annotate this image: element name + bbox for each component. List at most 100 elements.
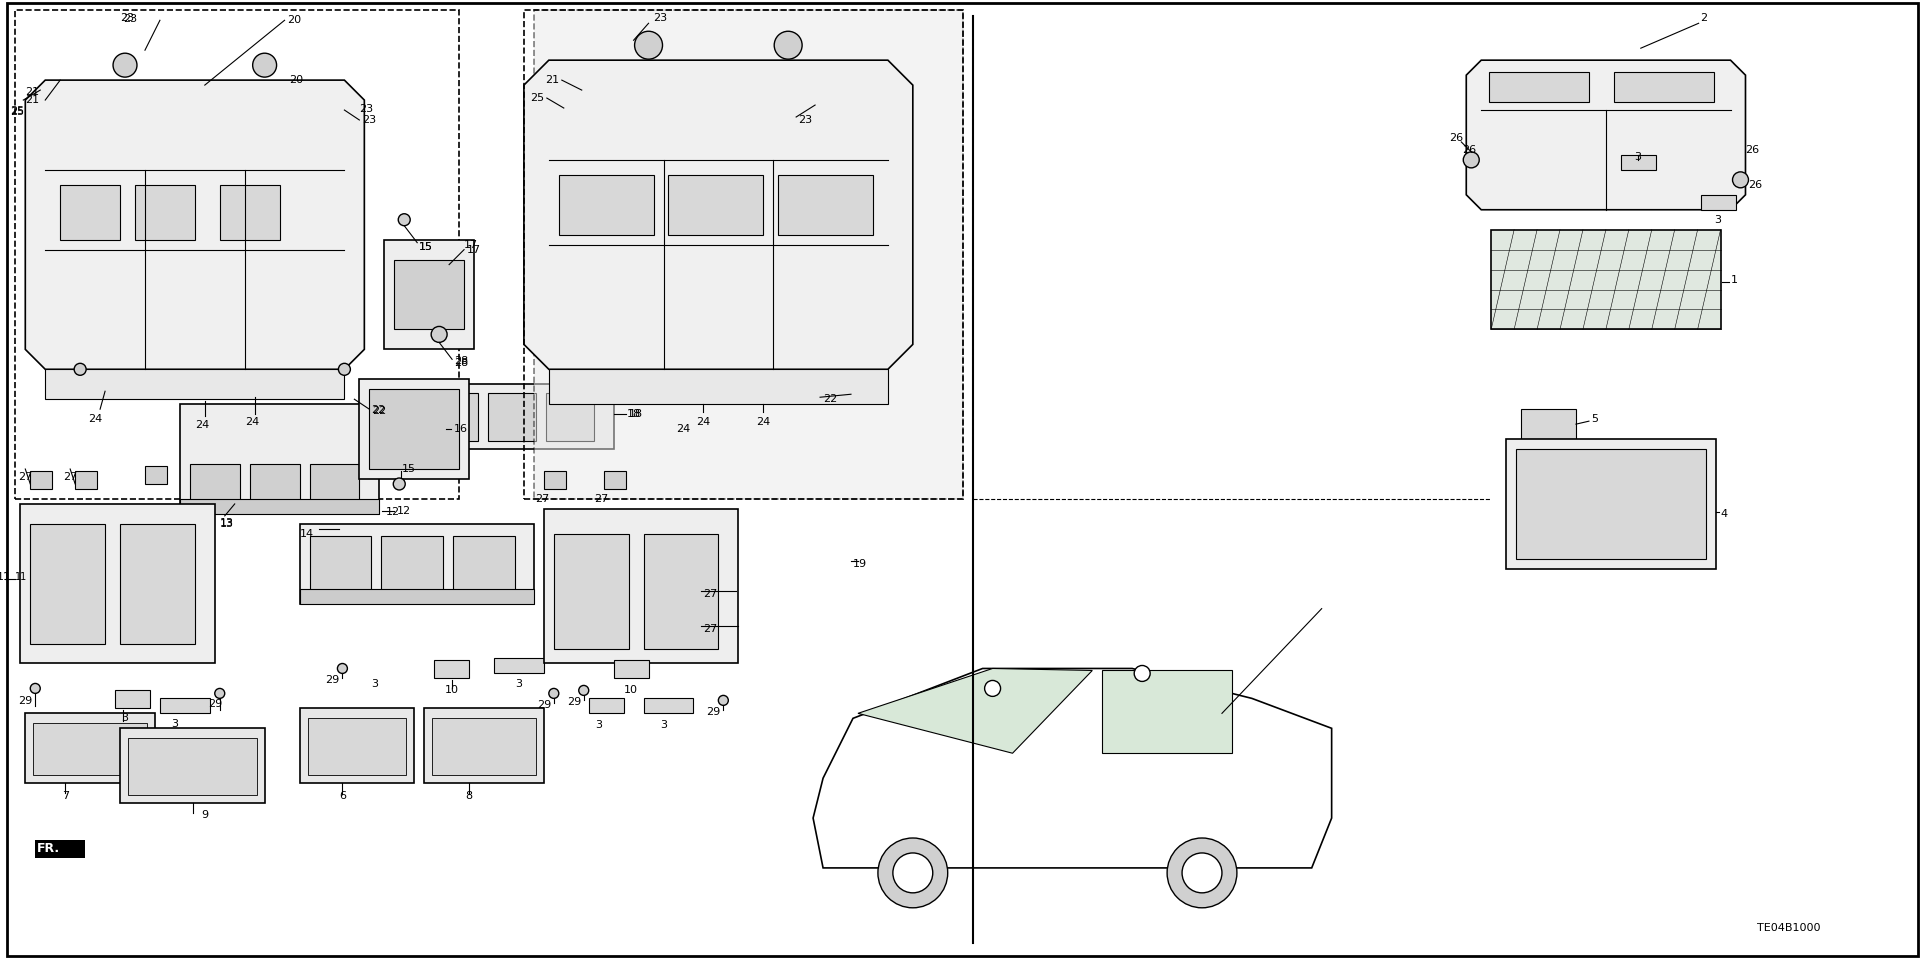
Bar <box>21 503 215 664</box>
Text: 27: 27 <box>63 472 77 482</box>
Bar <box>309 536 371 596</box>
Bar <box>33 723 148 775</box>
Text: 8: 8 <box>465 791 472 801</box>
Bar <box>300 589 534 603</box>
Bar <box>31 471 52 489</box>
Text: 24: 24 <box>756 417 770 427</box>
Text: 13: 13 <box>219 519 234 528</box>
Text: 25: 25 <box>10 107 25 117</box>
Bar <box>180 404 380 514</box>
Text: 24: 24 <box>697 417 710 427</box>
Bar <box>1492 230 1720 330</box>
Text: 23: 23 <box>653 13 668 23</box>
Text: 10: 10 <box>624 686 637 695</box>
Text: 25: 25 <box>10 106 25 116</box>
Text: 29: 29 <box>17 696 33 707</box>
Bar <box>307 718 407 775</box>
Bar <box>219 185 280 240</box>
Bar <box>46 369 344 399</box>
Text: 3: 3 <box>1715 215 1720 224</box>
Text: 3: 3 <box>121 713 129 723</box>
Text: 16: 16 <box>455 424 468 434</box>
Bar <box>15 11 459 499</box>
Text: 3: 3 <box>371 679 378 690</box>
Bar <box>1615 72 1713 102</box>
Circle shape <box>31 684 40 693</box>
Text: 29: 29 <box>566 697 582 708</box>
Text: 17: 17 <box>465 240 478 249</box>
Bar <box>1517 449 1705 559</box>
Bar <box>603 471 626 489</box>
Polygon shape <box>1102 670 1233 753</box>
Text: 23: 23 <box>359 104 374 114</box>
Bar <box>25 713 156 784</box>
Bar <box>553 534 628 648</box>
Circle shape <box>432 326 447 342</box>
Circle shape <box>718 695 728 706</box>
Text: 19: 19 <box>852 559 868 569</box>
Text: 24: 24 <box>676 424 691 434</box>
Text: 6: 6 <box>340 791 346 801</box>
Circle shape <box>253 53 276 77</box>
Text: 23: 23 <box>363 115 376 125</box>
Text: 24: 24 <box>194 420 209 431</box>
Bar <box>643 698 693 713</box>
Bar <box>190 464 240 503</box>
Text: 3: 3 <box>660 720 666 731</box>
Text: 12: 12 <box>386 507 401 517</box>
Bar <box>543 509 739 664</box>
Polygon shape <box>858 668 1092 753</box>
Bar <box>372 393 420 441</box>
Text: 24: 24 <box>88 414 102 424</box>
Bar <box>545 393 593 441</box>
Text: 3: 3 <box>1634 152 1642 162</box>
Bar <box>35 840 84 858</box>
Bar <box>1490 72 1590 102</box>
Bar <box>309 464 359 503</box>
Circle shape <box>1135 666 1150 682</box>
Bar <box>1521 409 1576 439</box>
Text: 20: 20 <box>288 15 301 25</box>
Circle shape <box>774 32 803 59</box>
Text: 27: 27 <box>17 472 33 482</box>
Text: 18: 18 <box>628 409 643 419</box>
Text: 29: 29 <box>207 699 223 710</box>
Text: 29: 29 <box>324 675 340 686</box>
Text: 11: 11 <box>15 572 27 582</box>
Circle shape <box>113 53 136 77</box>
Circle shape <box>338 664 348 673</box>
Polygon shape <box>25 81 365 369</box>
Text: 29: 29 <box>707 708 720 717</box>
Bar <box>121 728 265 803</box>
Text: 20: 20 <box>290 75 303 85</box>
Bar <box>534 11 962 499</box>
Text: 23: 23 <box>121 13 134 23</box>
Text: 4: 4 <box>1720 509 1728 519</box>
Circle shape <box>985 681 1000 696</box>
Text: 17: 17 <box>467 245 482 255</box>
Text: 23: 23 <box>123 14 136 24</box>
Text: 27: 27 <box>703 589 718 598</box>
Text: 18: 18 <box>626 409 641 419</box>
Bar <box>543 471 566 489</box>
Bar <box>643 534 718 648</box>
Text: 26: 26 <box>1749 180 1763 190</box>
Circle shape <box>877 838 948 908</box>
Text: 27: 27 <box>536 494 549 503</box>
Bar <box>394 260 465 330</box>
Bar <box>432 718 536 775</box>
Polygon shape <box>1467 60 1745 210</box>
Text: 13: 13 <box>219 518 234 527</box>
Text: 5: 5 <box>1592 414 1597 424</box>
Bar <box>1505 439 1716 569</box>
Text: 27: 27 <box>595 494 609 503</box>
Circle shape <box>75 363 86 375</box>
Bar <box>1701 195 1736 210</box>
Text: 2: 2 <box>1701 13 1707 23</box>
Circle shape <box>1167 838 1236 908</box>
Circle shape <box>394 478 405 490</box>
Text: 10: 10 <box>445 686 459 695</box>
Bar <box>488 393 536 441</box>
Text: 28: 28 <box>455 357 468 366</box>
Polygon shape <box>812 668 1332 868</box>
